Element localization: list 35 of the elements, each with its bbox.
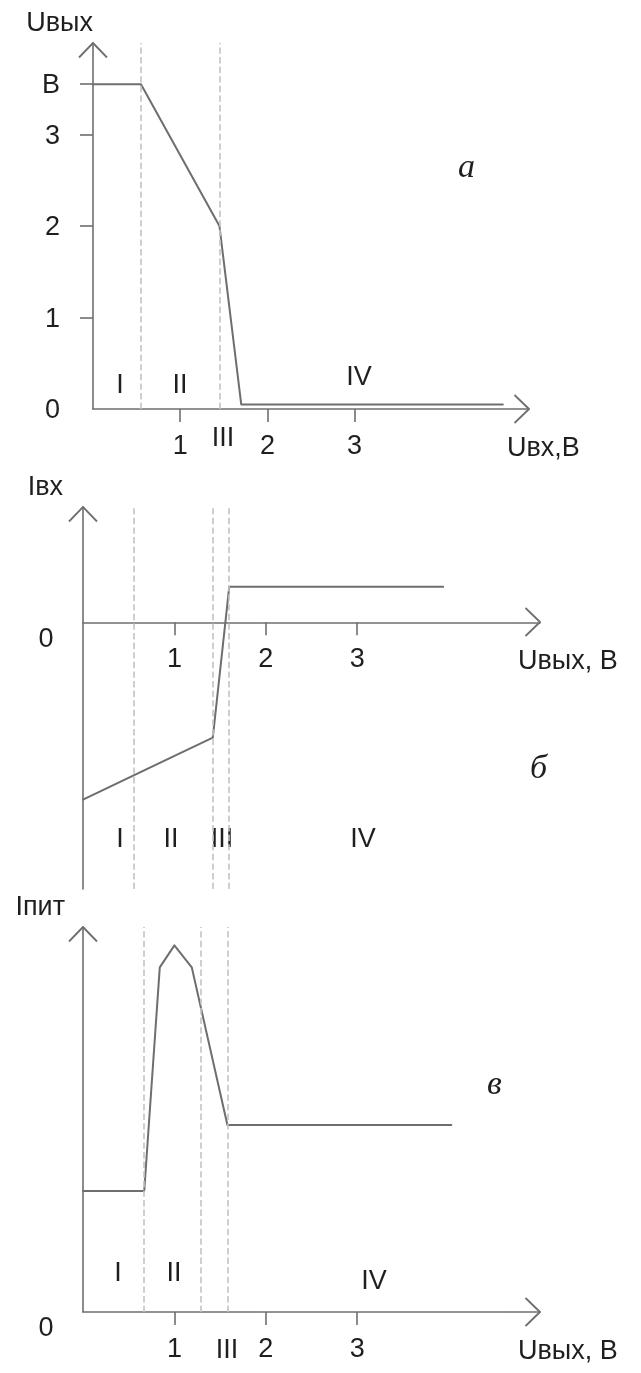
x-tick-label: 3 bbox=[349, 642, 365, 673]
text: II bbox=[163, 823, 179, 853]
text: в bbox=[487, 1063, 502, 1101]
y-axis-title: Iвх bbox=[27, 470, 64, 501]
y-tick-label: 3 bbox=[44, 119, 60, 150]
x-axis-title: Uвых, В bbox=[518, 1334, 618, 1365]
x-tick-label: 2 bbox=[258, 1332, 274, 1363]
x-axis-title: Uвх,В bbox=[507, 431, 580, 462]
y-axis-title: Uвых bbox=[26, 6, 94, 37]
annotation: IV bbox=[361, 1265, 387, 1295]
x-tick-label: 1 bbox=[172, 429, 188, 460]
annotation: II bbox=[166, 1257, 182, 1287]
text: IV bbox=[350, 823, 376, 853]
x-tick-label: 1 bbox=[166, 642, 182, 673]
annotation: I bbox=[114, 1257, 122, 1287]
text: б bbox=[530, 747, 549, 785]
annotation: II bbox=[172, 369, 188, 399]
y-tick-label: 0 bbox=[44, 394, 60, 424]
x-tick-label: 3 bbox=[347, 429, 363, 460]
annotation: IV bbox=[346, 361, 372, 391]
y-axis-title: Iпит bbox=[15, 890, 65, 921]
text: I bbox=[116, 823, 124, 853]
text: III bbox=[210, 823, 234, 853]
x-tick-label: 1 bbox=[166, 1332, 182, 1363]
text: а bbox=[458, 146, 475, 184]
x-tick-label: 2 bbox=[258, 642, 274, 673]
text: III bbox=[215, 1334, 239, 1364]
x-axis-title: Uвых, В bbox=[518, 644, 618, 675]
x-tick-label: 2 bbox=[259, 429, 275, 460]
x-tick-label: 3 bbox=[349, 1332, 365, 1363]
y-tick-label: 2 bbox=[44, 211, 60, 241]
text: III bbox=[211, 422, 235, 452]
annotation: I bbox=[116, 369, 124, 399]
y-tick-label: 1 bbox=[44, 302, 60, 333]
y-tick-label: В bbox=[41, 69, 60, 100]
